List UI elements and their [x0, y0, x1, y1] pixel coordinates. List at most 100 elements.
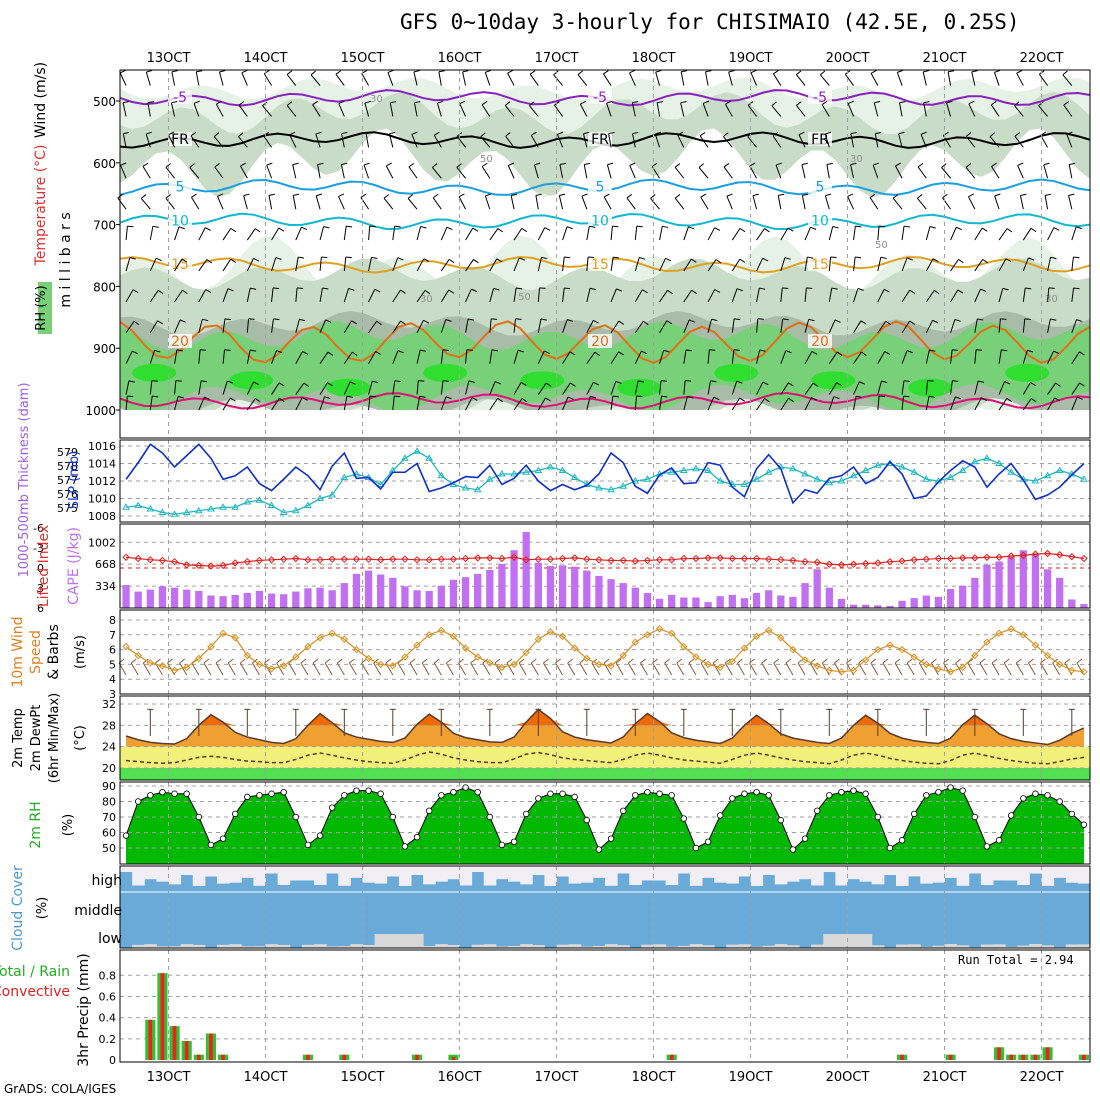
thickness-marker [619, 482, 628, 489]
rh-marker [632, 792, 639, 799]
cloud-high-clear [156, 866, 169, 882]
cloud-high-clear [229, 866, 242, 883]
wind-speed-marker [583, 654, 591, 663]
wind-barb [872, 164, 879, 179]
wind-barb [246, 258, 254, 272]
wind-barb [343, 396, 348, 411]
cloud-low-fill [362, 944, 376, 948]
li-y-tick: -6 [33, 522, 44, 535]
wind-barb [685, 349, 693, 352]
cape-y-tick: 1002 [88, 536, 116, 549]
upper-y-tick: 1000 [85, 404, 116, 418]
wind-barb [880, 256, 887, 260]
cape-bar [983, 564, 991, 608]
thickness-marker [473, 485, 482, 493]
wind-barb [994, 69, 1001, 73]
wind-barb [125, 226, 128, 241]
thickness-marker [316, 494, 324, 501]
wind-barb [775, 162, 782, 166]
wind-barb [1022, 257, 1029, 272]
wind-barb [149, 258, 157, 272]
wind-barb [1022, 350, 1028, 364]
wind-barb [764, 228, 770, 233]
thickness-marker [873, 461, 882, 468]
wind-barb-10m [712, 658, 719, 664]
cloud-low-fill [508, 945, 521, 948]
wind-barb [484, 72, 491, 86]
wind-barb-10m [906, 662, 915, 676]
wind-barb-10m [627, 662, 636, 676]
rh-marker [316, 832, 324, 839]
rh-marker [947, 784, 954, 791]
wind-barb [319, 351, 329, 364]
wind-barb-10m [591, 658, 598, 664]
wind-barb-10m [300, 662, 309, 676]
wind-barb-10m [700, 662, 709, 676]
wind-barb [688, 226, 695, 230]
wind-barb [537, 227, 546, 241]
wind-barb-10m [312, 658, 319, 664]
wind-barb [346, 225, 353, 228]
cloud-high-clear [483, 866, 497, 886]
wind-barb [691, 258, 697, 263]
cloud-high-clear [799, 866, 812, 880]
wind-barb [414, 101, 421, 104]
cloud-high-clear [980, 866, 994, 886]
wind-barb [494, 381, 501, 385]
thickness-label: 1000-500mb Thickness (dam) [17, 382, 32, 577]
wind-barb [213, 132, 220, 137]
wind-barb [873, 162, 880, 166]
wind-barb [759, 287, 766, 290]
wind-barb [416, 380, 419, 395]
cloud-high-clear [459, 866, 473, 886]
wind-barb-10m [676, 662, 685, 676]
cape-bar [280, 594, 288, 608]
wind-barb [165, 166, 175, 179]
wind-barb [942, 193, 948, 199]
wind-barb [513, 398, 523, 411]
wind-barb [544, 227, 551, 231]
precip-convective-bar [172, 1026, 177, 1060]
wind-barb [892, 194, 899, 199]
wind-barb [683, 226, 689, 241]
wind-barb [533, 164, 539, 179]
wind-speed-marker [1055, 660, 1064, 669]
wind-barb-10m [943, 658, 949, 664]
wind-barb [213, 136, 224, 148]
wind-barb [489, 381, 496, 395]
wind-barb [603, 73, 612, 86]
wind-barb [662, 225, 669, 228]
wind-speed-marker [910, 653, 918, 661]
wind-barb [826, 164, 830, 179]
wind-barb [319, 256, 322, 271]
rh-marker [304, 841, 312, 849]
wind-barb-10m [397, 662, 406, 676]
li-marker [680, 554, 688, 563]
wind-barb [149, 380, 153, 395]
cloud-high-clear [762, 866, 776, 875]
wind-barb [707, 227, 716, 241]
wind-barb [155, 257, 162, 262]
wind-barb [632, 101, 639, 104]
wind-barb [925, 396, 930, 411]
precip-convective-bar [1021, 1054, 1026, 1060]
wind-barb [240, 165, 248, 179]
wind-barb [157, 320, 163, 325]
rh-marker [826, 792, 833, 799]
thickness-marker [922, 475, 931, 482]
li-marker [473, 554, 482, 562]
cape-bar [619, 583, 627, 608]
wind-barb-10m [446, 658, 452, 664]
wind-barb [1047, 287, 1050, 302]
thickness-marker [631, 477, 640, 484]
wind-barb [831, 287, 838, 290]
li-marker [340, 555, 349, 563]
wind-barb [927, 380, 934, 382]
wind-barb [804, 287, 807, 302]
wind-barb-10m [288, 662, 297, 676]
thickness-marker [231, 503, 240, 510]
isotherm-label: 20 [171, 334, 189, 350]
cloud-high-clear [556, 866, 570, 877]
wind-barb [674, 166, 685, 179]
wind-barb [861, 351, 867, 356]
